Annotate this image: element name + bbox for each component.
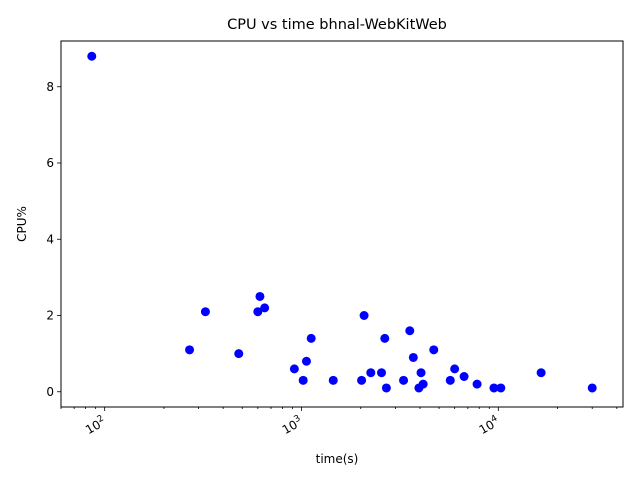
data-point [87,51,97,61]
data-point [450,364,460,374]
data-point [459,372,469,381]
ticks-layer: 102 103 104 0 2 4 6 8 [46,80,618,437]
data-point [200,307,210,317]
data-point [587,383,597,393]
data-point [185,345,195,355]
data-point [381,383,391,393]
points-layer [87,51,597,393]
y-tick-label: 8 [46,80,54,94]
data-point [405,326,415,336]
data-point [328,375,338,385]
data-point [298,375,308,385]
data-point [472,379,482,389]
data-point [418,379,428,389]
data-point [359,311,369,320]
data-point [380,333,390,343]
data-point [234,349,244,359]
data-point [357,375,367,385]
y-tick-label: 4 [46,232,54,246]
data-point [489,383,499,393]
x-tick-label: 104 [476,413,502,437]
data-point [496,383,506,393]
x-axis-label: time(s) [316,452,359,466]
y-tick-label: 2 [46,309,54,323]
x-tick-label: 102 [82,414,108,437]
plot-frame [60,40,624,408]
data-point [260,303,270,313]
data-point [255,291,265,301]
data-point [377,368,387,378]
y-tick-label: 6 [46,156,54,170]
data-point [429,345,439,355]
data-point [416,368,426,378]
data-point [253,307,263,317]
data-point [301,356,311,366]
data-point [399,375,409,385]
y-tick-label: 0 [46,385,54,399]
y-axis-label: CPU% [15,206,29,242]
data-point [408,352,418,362]
data-point [536,368,546,378]
data-point [445,375,455,385]
data-point [306,333,316,343]
chart-title: CPU vs time bhnal-WebKitWeb [227,17,447,33]
data-point [366,368,376,378]
x-tick-label: 103 [279,414,305,437]
data-point [289,364,299,374]
